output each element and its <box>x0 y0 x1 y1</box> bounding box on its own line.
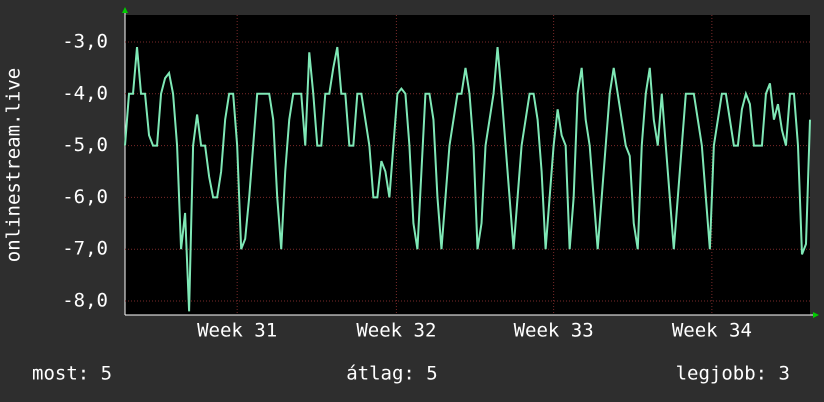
y-axis-label: onlinestream.live <box>3 68 25 262</box>
x-tick-label: Week 33 <box>514 320 594 342</box>
plot-area <box>125 15 810 315</box>
y-tick-label: -7,0 <box>62 238 108 260</box>
y-tick-label: -4,0 <box>62 82 108 104</box>
axis-arrow <box>122 7 128 13</box>
x-tick-label: Week 34 <box>672 320 752 342</box>
data-line <box>124 46 811 312</box>
x-tick-label: Week 31 <box>197 320 277 342</box>
y-tick-label: -3,0 <box>62 30 108 52</box>
legend-max: legjobb: 3 <box>676 363 790 385</box>
legend-current: most: 5 <box>32 363 112 385</box>
x-tick-label: Week 32 <box>356 320 436 342</box>
y-tick-label: -6,0 <box>62 186 108 208</box>
y-tick-label: -5,0 <box>62 134 108 156</box>
axis-arrow <box>813 312 819 318</box>
legend-average: átlag: 5 <box>346 363 438 385</box>
y-tick-label: -8,0 <box>62 290 108 312</box>
